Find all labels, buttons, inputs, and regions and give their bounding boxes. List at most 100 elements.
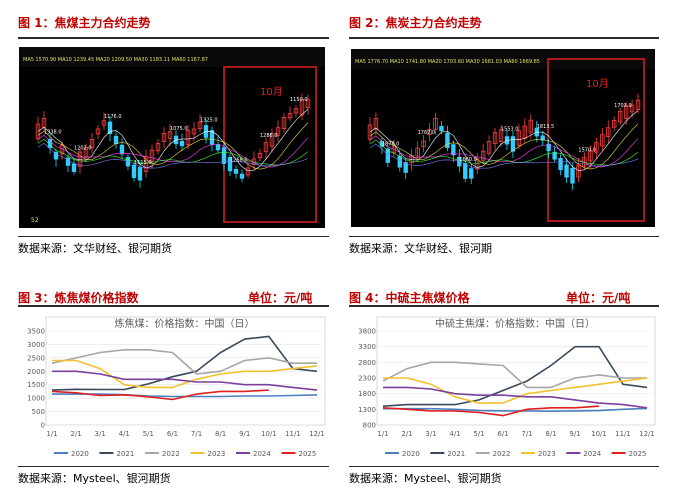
x-tick-label: 1/1 [46,430,57,438]
kline-candle [83,147,89,157]
x-tick-label: 9/1 [239,430,250,438]
series-line-2020 [383,407,648,412]
x-tick-label: 8/1 [545,430,556,438]
series-line-2022 [51,349,317,375]
kline-candle [161,133,167,142]
fig4-bottom-rule [349,466,659,467]
kline-candle [600,134,605,147]
fig1-bottom-rule [18,236,329,237]
legend-label-2020: 2020 [71,450,89,458]
kline-candle [197,121,203,130]
kline-candle [299,98,305,116]
fig2-source: 数据来源：文华财经、银河期 [349,242,492,255]
fig4-title: 图 4：中硫主焦煤价格 [349,291,470,305]
fig3-title: 图 3：炼焦煤价格指数 [18,291,139,305]
kline-price-label: 1570.0 [578,148,596,154]
kline-highlight-label: 10月 [586,78,609,90]
fig3-bottom-rule [18,466,329,467]
kline-candle [498,129,504,142]
kline-candle [463,163,468,179]
kline-candle [486,141,492,154]
kline-candle [65,157,71,166]
fig4-source: 数据来源：Mysteel、银河期货 [349,472,502,485]
x-tick-label: 7/1 [521,430,532,438]
kline-candle [281,117,287,129]
x-tick-label: 5/1 [143,430,154,438]
x-tick-label: 10/1 [591,430,607,438]
x-tick-label: 9/1 [569,430,580,438]
y-tick-label: 3500 [27,328,45,336]
fig2-title-rule [349,37,659,39]
kline-header-bar [19,47,325,67]
kline-price-label: 1115.0 [134,160,152,166]
chart-title: 炼焦煤：价格指数：中国（日） [115,317,255,330]
kline-candle [305,99,311,108]
y-tick-label: 1300 [358,406,376,414]
kline-candle [492,132,498,144]
fig3-source: 数据来源：Mysteel、银河期货 [18,472,171,485]
kline-candle [564,164,569,178]
y-tick-label: 3300 [358,343,376,351]
fig1-title: 图 1：焦煤主力合约走势 [18,16,151,30]
x-tick-label: 5/1 [473,430,484,438]
series-line-2025 [382,405,600,417]
kline-candle [516,130,522,146]
x-tick-label: 8/1 [215,430,226,438]
kline-highlight-label: 10月 [260,86,283,98]
kline-candle [119,144,125,155]
kline-candle [131,164,137,178]
kline-candle [95,128,101,135]
kline-candle [47,138,53,149]
legend-label-2021: 2021 [447,450,465,458]
fig2-title: 图 2：焦炭主力合约走势 [349,16,482,30]
coke-kline-chart: MA5 1776.70 MA10 1741.80 MA20 1703.60 MA… [351,49,655,227]
kline-candle [558,157,563,170]
kline-candle [245,167,251,176]
y-tick-label: 2300 [358,375,376,383]
kline-price-label: 1878.0 [382,142,400,148]
x-tick-label: 3/1 [425,430,436,438]
kline-candle [155,143,161,152]
kline-candle [629,104,635,113]
kline-candle [113,135,119,144]
kline-candle [185,130,191,145]
x-tick-label: 4/1 [119,430,130,438]
kline-candle [546,143,551,151]
x-tick-label: 6/1 [167,430,178,438]
kline-candle [191,128,197,135]
legend-label-2021: 2021 [117,450,135,458]
kline-volume-label: 52 [31,217,39,224]
kline-price-label: 1075.0 [170,126,188,132]
kline-price-label: 1660.0 [459,157,477,163]
y-tick-label: 500 [32,408,45,416]
kline-candle [570,167,575,184]
fig1-title-rule [18,37,329,39]
kline-candle [137,167,143,181]
x-tick-label: 7/1 [191,430,202,438]
fig4-unit: 单位：元/吨 [566,291,631,305]
fig2-bottom-rule [349,236,659,237]
kline-candle [606,127,611,137]
fig3-title-rule [18,305,329,307]
y-tick-label: 2800 [358,359,376,367]
y-tick-label: 3800 [358,328,376,336]
series-line-2023 [52,359,318,389]
kline-candle [552,151,557,160]
series-line-2025 [51,389,269,401]
x-tick-label: 3/1 [95,430,106,438]
kline-candle [149,149,155,162]
legend-label-2024: 2024 [583,450,601,458]
kline-candle [427,129,432,135]
y-tick-label: 3000 [27,341,45,349]
kline-ma-line [369,143,639,169]
kline-candle [239,173,245,179]
kline-price-label: 1703.0 [614,103,632,109]
y-tick-label: 800 [363,422,376,430]
kline-candle [227,156,233,172]
y-tick-label: 0 [41,422,45,430]
x-tick-label: 6/1 [497,430,508,438]
kline-ma-line [37,122,309,170]
x-tick-label: 11/1 [615,430,631,438]
kline-candle [397,155,402,168]
x-tick-label: 12/1 [309,430,325,438]
